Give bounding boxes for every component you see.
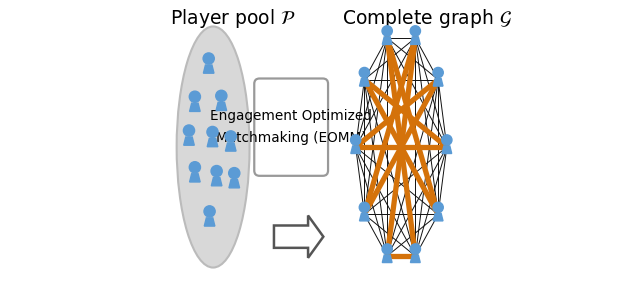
Polygon shape: [207, 138, 218, 147]
Polygon shape: [190, 103, 200, 111]
Polygon shape: [442, 146, 452, 153]
Circle shape: [351, 135, 361, 145]
Polygon shape: [216, 102, 227, 111]
Text: Engagement Optimized
Matchmaking (EOMM): Engagement Optimized Matchmaking (EOMM): [210, 109, 372, 145]
Polygon shape: [204, 65, 214, 73]
Polygon shape: [229, 180, 240, 188]
Polygon shape: [410, 37, 420, 44]
Circle shape: [203, 53, 214, 64]
Polygon shape: [360, 213, 369, 221]
Circle shape: [382, 244, 392, 254]
Polygon shape: [184, 137, 194, 145]
Polygon shape: [274, 216, 324, 258]
Polygon shape: [204, 218, 215, 226]
Circle shape: [359, 67, 370, 78]
Polygon shape: [434, 213, 443, 221]
Polygon shape: [211, 178, 222, 186]
FancyBboxPatch shape: [254, 78, 328, 176]
Ellipse shape: [177, 26, 250, 268]
Polygon shape: [351, 146, 361, 153]
Circle shape: [410, 26, 420, 36]
Circle shape: [382, 26, 392, 36]
Circle shape: [433, 202, 443, 213]
Circle shape: [183, 125, 195, 136]
Polygon shape: [382, 37, 392, 44]
Circle shape: [229, 168, 240, 179]
Polygon shape: [410, 255, 420, 263]
Polygon shape: [382, 255, 392, 263]
Circle shape: [211, 166, 222, 177]
Circle shape: [442, 135, 452, 145]
Circle shape: [190, 91, 200, 102]
Circle shape: [207, 126, 218, 138]
Circle shape: [216, 90, 227, 101]
Polygon shape: [190, 174, 200, 182]
Circle shape: [204, 206, 215, 217]
Circle shape: [359, 202, 370, 213]
Text: Complete graph $\mathcal{G}$: Complete graph $\mathcal{G}$: [343, 7, 513, 30]
Circle shape: [190, 162, 200, 173]
Polygon shape: [226, 143, 236, 151]
Circle shape: [225, 131, 236, 142]
Polygon shape: [434, 78, 443, 86]
Circle shape: [433, 67, 443, 78]
Circle shape: [410, 244, 420, 254]
Polygon shape: [360, 78, 369, 86]
Text: Player pool $\mathcal{P}$: Player pool $\mathcal{P}$: [171, 7, 296, 30]
